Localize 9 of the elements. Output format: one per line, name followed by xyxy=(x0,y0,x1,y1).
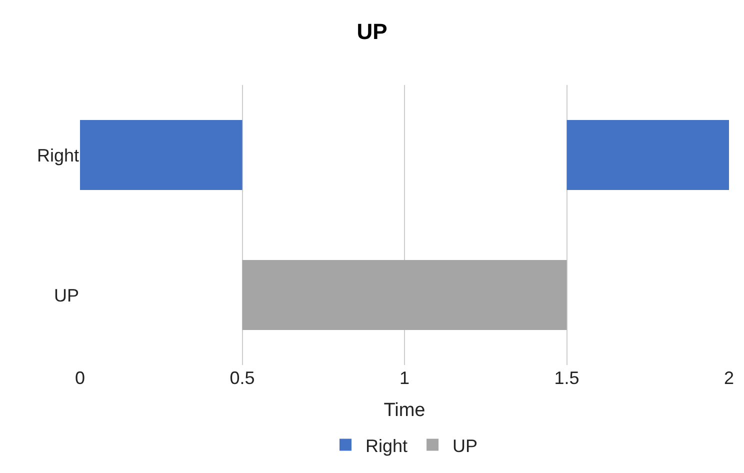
x-axis-title: Time xyxy=(384,400,426,421)
legend-label: Right xyxy=(366,436,408,456)
x-tick-label: 0.5 xyxy=(230,368,255,388)
x-tick-label: 1 xyxy=(399,368,410,388)
chart-title: UP xyxy=(356,19,388,44)
legend-label: UP xyxy=(452,436,478,456)
x-tick-label: 1.5 xyxy=(554,368,580,388)
x-tick-label: 0 xyxy=(74,368,86,388)
x-tick-label: 2 xyxy=(724,368,734,388)
